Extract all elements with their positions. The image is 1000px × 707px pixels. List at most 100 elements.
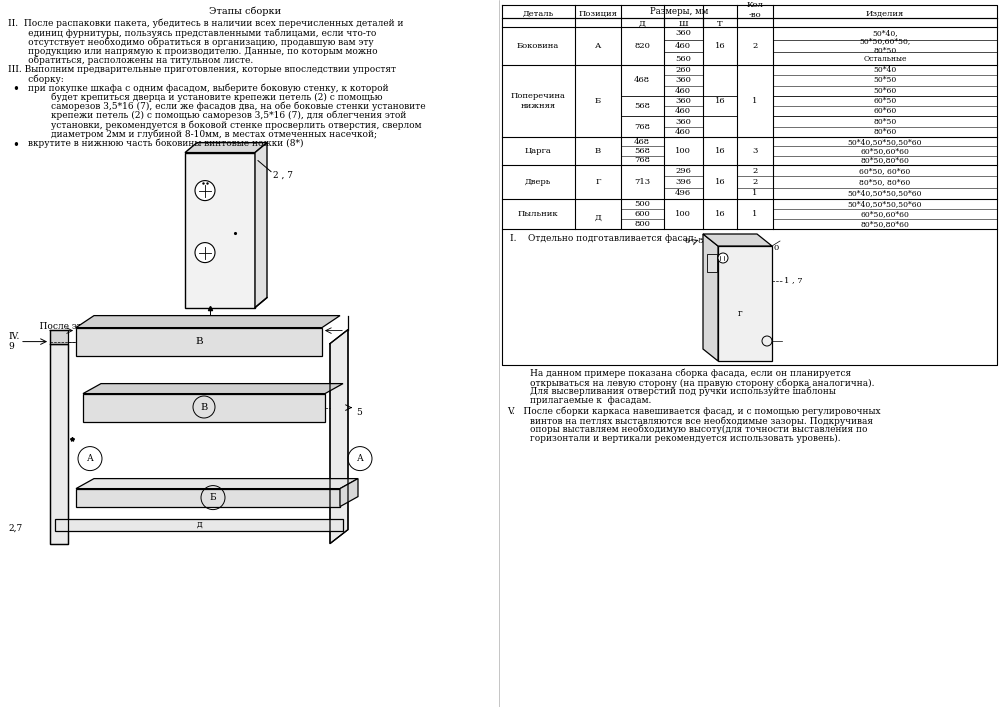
Text: Для высверливания отверстий под ручки используйте шаблоны: Для высверливания отверстий под ручки ис…: [507, 387, 836, 397]
Text: Б: Б: [210, 493, 216, 502]
Text: 6 , 8: 6 , 8: [685, 236, 704, 244]
Text: 60*60: 60*60: [873, 107, 897, 115]
Text: единиц фурнитуры, пользуясь представленными таблицами, если что-то: единиц фурнитуры, пользуясь представленн…: [8, 28, 376, 37]
Text: V.   После сборки каркаса навешивается фасад, и с помощью регулировочных: V. После сборки каркаса навешивается фас…: [507, 407, 881, 416]
Polygon shape: [55, 519, 343, 530]
Text: 50*40,50*50,50*60: 50*40,50*50,50*60: [848, 189, 922, 197]
Polygon shape: [76, 315, 340, 327]
Text: 600: 600: [634, 210, 650, 218]
Text: 60*50,60*60: 60*50,60*60: [861, 147, 909, 155]
Text: 16: 16: [715, 97, 725, 105]
Text: вкрутите в нижнюю часть боковины винтовые ножки (8*): вкрутите в нижнюю часть боковины винтовы…: [28, 139, 304, 148]
Text: Г: Г: [595, 178, 601, 186]
Text: 100: 100: [675, 210, 691, 218]
Text: продукцию или напрямую к производителю. Данные, по которым можно: продукцию или напрямую к производителю. …: [8, 47, 378, 56]
Text: 16: 16: [715, 147, 725, 155]
Text: будет крепиться дверца и установите крепежи петель (2) с помощью: будет крепиться дверца и установите креп…: [28, 93, 382, 102]
Text: А: А: [357, 454, 363, 463]
Text: 1 , 7: 1 , 7: [784, 276, 803, 284]
Text: диаметром 2мм и глубиной 8-10мм, в местах отмеченных насечкой;: диаметром 2мм и глубиной 8-10мм, в места…: [28, 129, 377, 139]
Text: 820: 820: [634, 42, 650, 50]
Text: 713: 713: [634, 178, 650, 186]
Text: 80*50, 80*60: 80*50, 80*60: [859, 178, 911, 186]
Text: 16: 16: [715, 210, 725, 218]
Text: Пыльник: Пыльник: [518, 210, 558, 218]
Text: 5: 5: [356, 408, 362, 416]
Polygon shape: [83, 384, 343, 394]
Text: В: В: [200, 402, 208, 411]
Text: 460: 460: [675, 128, 691, 136]
Text: обратиться, расположены на титульном листе.: обратиться, расположены на титульном лис…: [8, 56, 253, 65]
Text: II.  После распаковки пакета, убедитесь в наличии всех перечисленных деталей и: II. После распаковки пакета, убедитесь в…: [8, 19, 404, 28]
Text: Т: Т: [717, 20, 723, 28]
Polygon shape: [718, 246, 772, 361]
Text: 468: 468: [634, 138, 650, 146]
Text: 80*50: 80*50: [873, 117, 897, 126]
Text: 460: 460: [675, 42, 691, 50]
Text: 296: 296: [675, 167, 691, 175]
Text: Б: Б: [595, 97, 601, 105]
Text: 496: 496: [675, 189, 691, 197]
Text: 8: 8: [212, 317, 218, 327]
Text: горизонтали и вертикали рекомендуется использовать уровень).: горизонтали и вертикали рекомендуется ис…: [507, 434, 841, 443]
Text: 800: 800: [634, 220, 650, 228]
Text: Деталь: Деталь: [522, 10, 554, 18]
Polygon shape: [703, 234, 718, 361]
Text: Остальные: Остальные: [863, 54, 907, 63]
Polygon shape: [76, 479, 358, 489]
Text: 80*60: 80*60: [873, 128, 897, 136]
Text: В: В: [195, 337, 203, 346]
Text: 396: 396: [675, 178, 691, 186]
Text: •: •: [12, 139, 19, 151]
Text: На данном примере показана сборка фасада, если он планируется: На данном примере показана сборка фасада…: [507, 369, 851, 378]
Text: 50*60: 50*60: [873, 87, 897, 95]
Text: 568: 568: [634, 147, 650, 155]
Text: 460: 460: [675, 107, 691, 115]
Text: 60*50: 60*50: [873, 97, 897, 105]
Text: 768: 768: [634, 156, 650, 164]
Text: 60*50,60*60: 60*50,60*60: [861, 210, 909, 218]
Text: 50*40,: 50*40,: [872, 29, 898, 37]
Text: 50*50,60*50,
80*50: 50*50,60*50, 80*50: [859, 37, 911, 54]
Text: 1: 1: [752, 97, 758, 105]
Polygon shape: [50, 329, 68, 344]
Text: Д: Д: [639, 20, 645, 28]
Polygon shape: [340, 479, 358, 507]
Text: А: А: [595, 42, 601, 50]
Text: 50*40: 50*40: [873, 66, 897, 74]
Polygon shape: [76, 327, 322, 356]
Text: 60*50, 60*60: 60*50, 60*60: [859, 167, 911, 175]
Text: 360: 360: [675, 76, 691, 84]
Text: Боковина: Боковина: [517, 42, 559, 50]
Text: 568: 568: [634, 102, 650, 110]
Text: III. Выполним предварительные приготовления, которые впоследствии упростят: III. Выполним предварительные приготовле…: [8, 65, 396, 74]
Text: 500: 500: [634, 200, 650, 208]
Text: 1: 1: [752, 210, 758, 218]
Circle shape: [195, 243, 215, 262]
Text: 560: 560: [675, 54, 691, 63]
Text: 16: 16: [715, 42, 725, 50]
Text: 2: 2: [752, 42, 758, 50]
Text: Изделия: Изделия: [866, 10, 904, 18]
Text: Кол
-во: Кол -во: [747, 1, 763, 18]
Text: 50*40,50*50,50*60: 50*40,50*50,50*60: [848, 138, 922, 146]
Text: 2,7: 2,7: [8, 524, 22, 532]
Text: при покупке шкафа с одним фасадом, выберите боковую стенку, к которой: при покупке шкафа с одним фасадом, выбер…: [28, 83, 389, 93]
Text: Ш: Ш: [678, 20, 688, 28]
Polygon shape: [50, 344, 68, 544]
Text: прилагаемые к  фасадам.: прилагаемые к фасадам.: [507, 396, 651, 405]
Text: 468: 468: [634, 76, 650, 84]
Text: После этого можно приступать к сборке каркаса.: После этого можно приступать к сборке ка…: [28, 322, 278, 331]
Text: Позиция: Позиция: [579, 10, 617, 18]
Text: крепежи петель (2) с помощью саморезов 3,5*16 (7), для облегчения этой: крепежи петель (2) с помощью саморезов 3…: [28, 111, 406, 120]
Text: 360: 360: [675, 97, 691, 105]
Text: 360: 360: [675, 29, 691, 37]
Text: 1: 1: [752, 189, 758, 197]
Text: отсутствует необходимо обратиться в организацию, продавшую вам эту: отсутствует необходимо обратиться в орга…: [8, 37, 374, 47]
Text: 768: 768: [634, 123, 650, 131]
Circle shape: [718, 253, 728, 263]
Text: 100: 100: [675, 147, 691, 155]
Text: 460: 460: [675, 87, 691, 95]
Text: сборку:: сборку:: [8, 74, 64, 83]
Text: опоры выставляем необходимую высоту(для точности выставления по: опоры выставляем необходимую высоту(для …: [507, 425, 868, 435]
